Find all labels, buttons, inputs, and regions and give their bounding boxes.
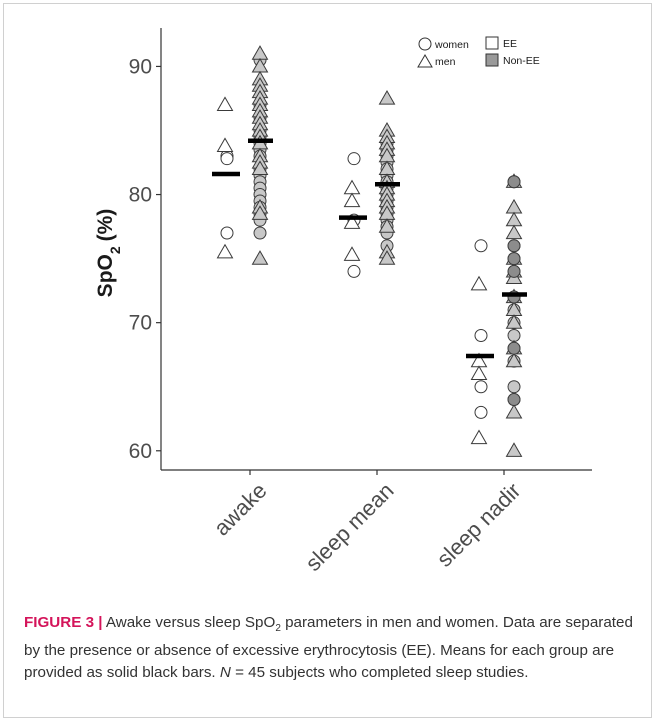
caption-part1: Awake versus sleep SpO (106, 614, 275, 631)
caption-part1-sub: 2 (275, 623, 281, 634)
data-point-men (507, 200, 522, 213)
y-axis-label: SpO2(%) (94, 209, 123, 298)
data-point-men (472, 277, 487, 290)
legend-men-marker (418, 55, 432, 67)
caption-label: FIGURE 3 | (24, 614, 103, 631)
legend-ee-marker (486, 37, 498, 49)
data-point-men (253, 251, 268, 264)
data-point-men (345, 181, 360, 194)
chart-marks (218, 46, 522, 456)
data-point-women (221, 227, 233, 239)
data-point-men (507, 213, 522, 226)
data-point-men (507, 225, 522, 238)
chart-legend: women men EE Non-EE (418, 37, 540, 68)
x-tick-label: awake (209, 478, 272, 541)
data-point-women (475, 240, 487, 252)
caption-part3: = 45 subjects who completed sleep studie… (235, 664, 528, 681)
data-point-men (218, 245, 233, 258)
x-tick-label: sleep nadir (432, 478, 526, 572)
data-point-men (472, 366, 487, 379)
data-point-men (218, 138, 233, 151)
data-point-women (508, 265, 520, 277)
data-point-men (472, 430, 487, 443)
legend-non-ee-marker (486, 54, 498, 66)
caption-n-symbol: N (220, 664, 231, 681)
data-point-men (507, 443, 522, 456)
data-point-women (508, 176, 520, 188)
data-point-women (508, 329, 520, 341)
data-point-women (475, 406, 487, 418)
data-point-women (475, 329, 487, 341)
y-tick-label: 60 (129, 440, 152, 463)
legend-non-ee-label: Non-EE (503, 55, 540, 67)
legend-ee-label: EE (503, 38, 517, 50)
data-point-women (348, 265, 360, 277)
data-point-men (380, 91, 395, 104)
y-tick-label: 80 (129, 184, 152, 207)
y-tick-label: 90 (129, 55, 152, 78)
data-point-men (507, 405, 522, 418)
data-point-women (508, 342, 520, 354)
data-point-women (508, 253, 520, 265)
data-point-women (508, 240, 520, 252)
data-point-men (345, 193, 360, 206)
data-point-women (221, 153, 233, 165)
data-point-women (348, 153, 360, 165)
data-point-women (254, 227, 266, 239)
y-tick-label: 70 (129, 312, 152, 335)
data-point-women (475, 381, 487, 393)
figure-caption: FIGURE 3 | Awake versus sleep SpO2 param… (24, 612, 634, 684)
data-point-men (345, 247, 360, 260)
data-point-women (508, 394, 520, 406)
legend-men-label: men (435, 56, 456, 68)
legend-women-marker (419, 38, 431, 50)
data-point-women (508, 381, 520, 393)
x-tick-label: sleep mean (300, 478, 398, 576)
data-point-men (218, 97, 233, 110)
legend-women-label: women (434, 39, 469, 51)
scatter-chart: 60 70 80 90 SpO2(%) awake sleep mean sleep nadi… (0, 0, 657, 610)
data-point-men (253, 46, 268, 59)
